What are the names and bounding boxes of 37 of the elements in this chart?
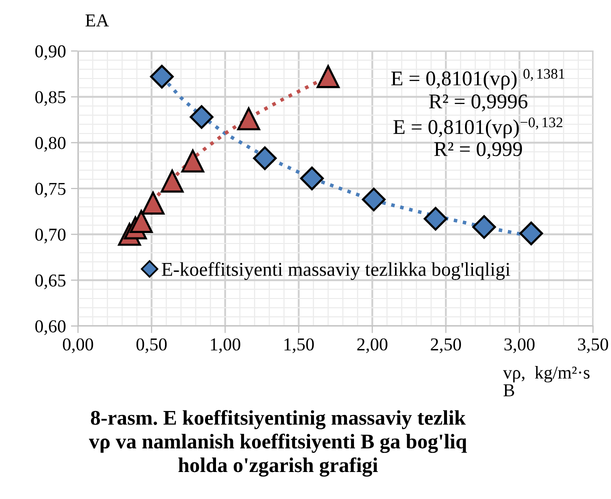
x-tick-label: 0,50 xyxy=(136,338,167,354)
x-tick-label: 1,50 xyxy=(284,338,314,354)
x-tick-label: 2,00 xyxy=(357,338,388,354)
annotation: R² = 0,999 xyxy=(434,142,522,160)
x-tick-label: 1,00 xyxy=(210,338,240,354)
y-tick-label: 0,65 xyxy=(35,274,66,290)
point xyxy=(300,166,324,190)
point xyxy=(424,206,448,231)
point xyxy=(237,107,260,130)
y-tick-label: 0,90 xyxy=(35,45,66,60)
x-tick-label: 2,50 xyxy=(430,338,461,354)
annotation: E = 0,8101(vρ) $^{0,1381}$ xyxy=(391,68,564,90)
y-tick-label: 0,75 xyxy=(35,182,66,198)
point xyxy=(316,65,340,88)
point xyxy=(190,105,214,129)
point xyxy=(519,222,544,246)
point xyxy=(130,210,153,233)
x-tick-label: 3,50 xyxy=(578,338,608,354)
point xyxy=(181,150,204,172)
legend-label: E-koeffitsiyenti massaviy tezlikka bog'liqligi xyxy=(162,262,510,280)
point xyxy=(150,64,174,89)
x-axis-title: vρ, kg/m²·s B xyxy=(503,366,590,396)
text: 8-rasm. E koeffitsiyentinig massaviy tezlik vρ va namlanish koeffitsiyenti B ga bog'liq holda o'zgarish grafigi xyxy=(88,410,467,477)
y-axis-title: EA xyxy=(86,14,109,26)
annotation: R² = 0,9996 xyxy=(429,94,528,112)
x-tick-label: 0,00 xyxy=(62,338,94,354)
point xyxy=(142,192,165,215)
point xyxy=(160,170,184,193)
point xyxy=(362,188,386,212)
y-tick-label: 0,60 xyxy=(35,320,66,336)
y-tick-label: 0,85 xyxy=(35,91,66,106)
x-tick-label: 3,00 xyxy=(504,338,535,354)
point xyxy=(253,146,277,170)
point xyxy=(472,215,496,239)
y-tick-label: 0,80 xyxy=(35,136,66,152)
annotation: E = 0,8101(vρ)$^{−0,132}$ xyxy=(393,117,562,138)
y-tick-label: 0,70 xyxy=(35,228,66,244)
